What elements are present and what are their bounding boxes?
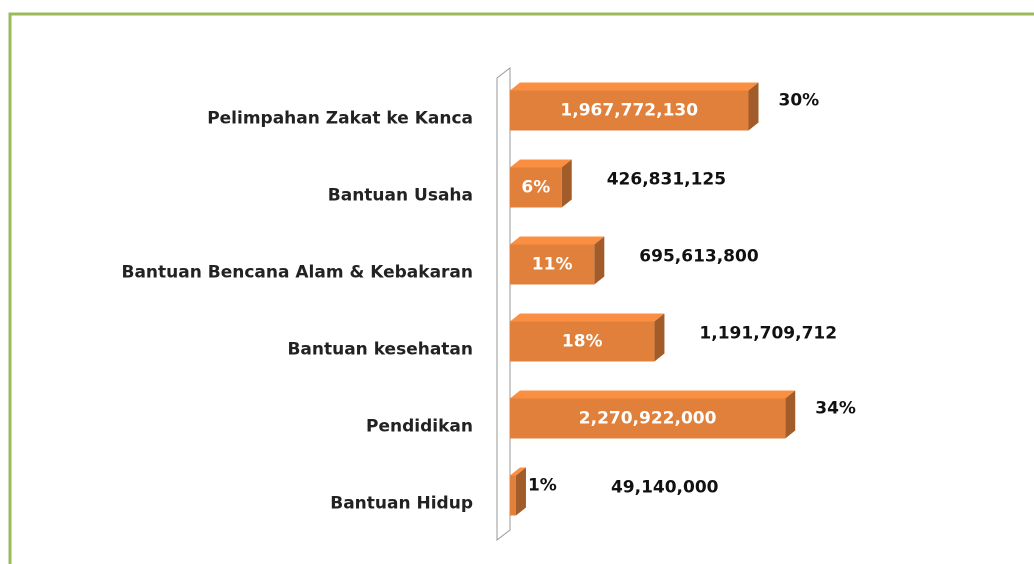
bar-side bbox=[654, 313, 665, 362]
category-label: Pelimpahan Zakat ke Kanca bbox=[207, 109, 473, 129]
value-label: 426,831,125 bbox=[607, 170, 726, 190]
bar-top bbox=[510, 82, 759, 91]
bar-top bbox=[510, 159, 572, 168]
bar bbox=[510, 90, 749, 131]
share-label: 6% bbox=[521, 178, 550, 198]
bar bbox=[510, 321, 655, 362]
value-label: 1,967,772,130 bbox=[560, 101, 698, 121]
category-label: Bantuan Bencana Alam & Kebakaran bbox=[122, 263, 474, 283]
category-label: Bantuan Hidup bbox=[330, 494, 473, 514]
value-label: 49,140,000 bbox=[611, 478, 719, 498]
bar-side bbox=[561, 159, 572, 208]
back-wall bbox=[496, 66, 511, 542]
bar-side bbox=[515, 467, 526, 516]
category-label: Bantuan Usaha bbox=[328, 186, 473, 206]
value-label: 2,270,922,000 bbox=[579, 409, 717, 429]
category-label: Bantuan kesehatan bbox=[287, 340, 473, 360]
bar bbox=[510, 475, 516, 516]
bar-side bbox=[785, 390, 796, 439]
share-label: 1% bbox=[528, 476, 557, 496]
bar bbox=[510, 167, 562, 208]
value-label: 1,191,709,712 bbox=[699, 324, 837, 344]
bar bbox=[510, 398, 786, 439]
bar bbox=[510, 244, 595, 285]
bar-side bbox=[594, 236, 605, 285]
share-label: 11% bbox=[532, 255, 573, 275]
bar-side bbox=[748, 82, 759, 131]
value-label: 695,613,800 bbox=[639, 247, 759, 267]
bar-top bbox=[510, 236, 605, 245]
share-label: 34% bbox=[815, 399, 856, 419]
category-label: Pendidikan bbox=[366, 417, 473, 437]
bar-top bbox=[510, 467, 526, 476]
share-label: 18% bbox=[562, 332, 603, 352]
bar-top bbox=[510, 390, 796, 399]
bar-top bbox=[510, 313, 665, 322]
share-label: 30% bbox=[778, 91, 819, 111]
